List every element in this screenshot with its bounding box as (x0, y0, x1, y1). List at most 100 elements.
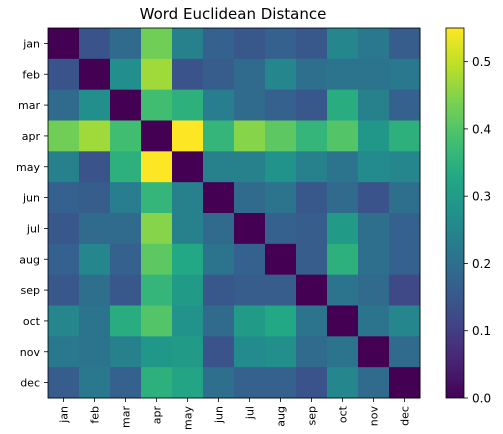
heatmap-cell-mar-aug (265, 89, 297, 121)
heatmap-cell-jul-sep (296, 213, 328, 245)
heatmap-cell-aug-sep (296, 243, 328, 276)
heatmap-cell-feb-jun (203, 58, 235, 91)
heatmap-cell-oct-nov (358, 305, 390, 337)
heatmap-cell-aug-mar (110, 243, 142, 276)
heatmap-cell-jul-apr (141, 213, 173, 245)
heatmap-cell-sep-oct (327, 274, 359, 306)
x-tick-label-mar: mar (120, 406, 133, 428)
heatmap-cell-oct-dec (389, 305, 421, 337)
heatmap-cell-jul-nov (358, 213, 390, 245)
heatmap-cell-jul-feb (79, 213, 111, 245)
heatmap-cell-jun-mar (110, 182, 142, 214)
heatmap-cell-feb-jul (234, 58, 266, 91)
heatmap-cell-apr-may (172, 120, 204, 152)
heatmap-cell-jul-jul (234, 213, 266, 245)
heatmap-cell-aug-aug (265, 243, 297, 276)
heatmap-cell-sep-may (172, 274, 204, 306)
y-tick-label-jun: jun (22, 192, 40, 205)
heatmap-cell-sep-apr (141, 274, 173, 306)
heatmap-cell-mar-mar (110, 89, 142, 121)
y-tick-label-feb: feb (22, 68, 40, 81)
y-tick-labels: jan feb mar apr may jun jul aug sep oct nov dec (16, 37, 48, 390)
heatmap-cell-apr-jan (48, 120, 80, 152)
heatmap-cell-dec-jun (203, 367, 235, 399)
y-tick-label-aug: aug (19, 253, 40, 266)
heatmap-cell-dec-may (172, 367, 204, 399)
heatmap-cell-aug-jun (203, 243, 235, 276)
y-tick-label-nov: nov (20, 346, 41, 359)
x-tick-label-feb: feb (89, 406, 102, 424)
heatmap-cell-aug-jul (234, 243, 266, 276)
heatmap-cell-oct-feb (79, 305, 111, 337)
heatmap-cell-jun-aug (265, 182, 297, 214)
heatmap-cell-jun-jun (203, 182, 235, 214)
heatmap-cell-jun-apr (141, 182, 173, 214)
heatmap-cell-apr-jul (234, 120, 266, 152)
heatmap-cell-nov-may (172, 336, 204, 368)
heatmap-cell-aug-feb (79, 243, 111, 276)
heatmap-cell-jan-apr (141, 28, 173, 60)
heatmap-cell-oct-may (172, 305, 204, 337)
heatmap-cell-apr-nov (358, 120, 390, 152)
heatmap-cell-sep-dec (389, 274, 421, 306)
heatmap-cell-jul-jun (203, 213, 235, 245)
heatmap-cell-may-jul (234, 151, 266, 183)
heatmap-cell-jan-sep (296, 28, 328, 60)
colorbar-tick-label-3: 0.3 (472, 190, 491, 204)
heatmap-cell-dec-oct (327, 367, 359, 399)
heatmap-cell-dec-feb (79, 367, 111, 399)
heatmap-cell-may-may (172, 151, 204, 183)
x-tick-label-dec: dec (399, 406, 412, 426)
heatmap-cell-aug-nov (358, 243, 390, 276)
heatmap-cell-dec-dec (389, 367, 421, 399)
heatmap-cell-jul-may (172, 213, 204, 245)
heatmap-cell-apr-mar (110, 120, 142, 152)
heatmap-cell-jul-mar (110, 213, 142, 245)
heatmap-cell-nov-oct (327, 336, 359, 368)
heatmap-cell-oct-apr (141, 305, 173, 337)
heatmap-cell-apr-jun (203, 120, 235, 152)
heatmap-cell-dec-nov (358, 367, 390, 399)
colorbar-tick-label-2: 0.2 (472, 257, 491, 271)
colorbar-tick-label-4: 0.4 (472, 122, 491, 136)
heatmap-cell-jul-jan (48, 213, 80, 245)
y-tick-label-jul: jul (26, 222, 40, 235)
y-tick-label-sep: sep (21, 284, 40, 297)
heatmap-cell-jan-jul (234, 28, 266, 60)
heatmap-cell-apr-aug (265, 120, 297, 152)
heatmap-cell-nov-jul (234, 336, 266, 368)
heatmap-cell-jan-may (172, 28, 204, 60)
heatmap-cell-may-oct (327, 151, 359, 183)
heatmap-cell-sep-aug (265, 274, 297, 306)
heatmap-cell-aug-dec (389, 243, 421, 276)
heatmap-cell-apr-feb (79, 120, 111, 152)
heatmap-cell-feb-apr (141, 58, 173, 91)
colorbar-tick-label-5: 0.5 (472, 55, 491, 69)
heatmap-cell-mar-may (172, 89, 204, 121)
heatmap-cell-may-mar (110, 151, 142, 183)
heatmap-cell-dec-jul (234, 367, 266, 399)
heatmap-cell-jan-jan (48, 28, 80, 60)
heatmap-cell-jun-sep (296, 182, 328, 214)
heatmap-cell-apr-apr (141, 120, 173, 152)
heatmap-cell-jun-oct (327, 182, 359, 214)
heatmap-cell-jan-nov (358, 28, 390, 60)
heatmap-cell-feb-may (172, 58, 204, 91)
heatmap-cell-jun-jul (234, 182, 266, 214)
heatmap-cell-jan-aug (265, 28, 297, 60)
heatmap-cell-dec-sep (296, 367, 328, 399)
heatmap-cell-may-apr (141, 151, 173, 183)
x-tick-label-sep: sep (306, 406, 319, 425)
y-tick-label-apr: apr (22, 130, 41, 143)
heatmap-cell-nov-mar (110, 336, 142, 368)
heatmap-cell-aug-jan (48, 243, 80, 276)
heatmap-cell-oct-sep (296, 305, 328, 337)
heatmap-cell-mar-dec (389, 89, 421, 121)
heatmap-cell-oct-mar (110, 305, 142, 337)
y-tick-label-oct: oct (23, 315, 41, 328)
x-tick-label-aug: aug (275, 406, 288, 427)
heatmap-cell-nov-aug (265, 336, 297, 368)
heatmap-cell-nov-apr (141, 336, 173, 368)
heatmap-cell-jun-jan (48, 182, 80, 214)
